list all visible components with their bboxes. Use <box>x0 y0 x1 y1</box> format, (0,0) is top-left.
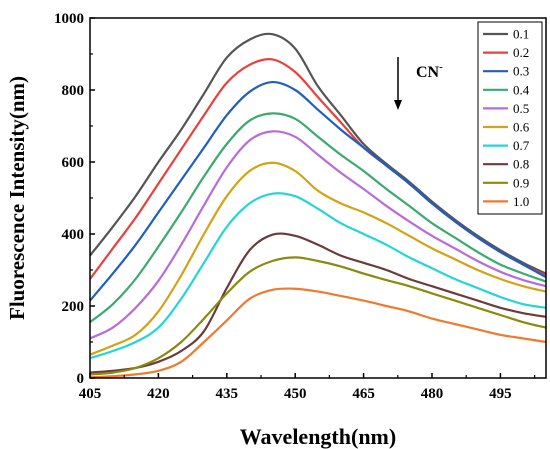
legend-label-1.0: 1.0 <box>513 194 529 209</box>
annotation-superscript: - <box>439 61 443 73</box>
y-tick-label: 800 <box>62 83 85 99</box>
legend-box <box>477 21 543 215</box>
axes-layer: 405 420 435 450 465 480 495 0 200 400 600 800 1000 <box>54 11 536 402</box>
legend-label-0.9: 0.9 <box>513 175 529 190</box>
x-tick-label: 480 <box>421 386 444 402</box>
legend-label-0.5: 0.5 <box>513 101 529 116</box>
legend: 0.1 0.2 0.3 0.4 0.5 0.6 0.7 0.8 0.9 1.0 <box>477 21 543 215</box>
series-line-1.0 <box>89 287 547 379</box>
series-line-0.1 <box>89 32 547 275</box>
y-tick-label: 1000 <box>54 11 84 27</box>
annotation: CN- <box>394 57 443 110</box>
x-tick-label: 450 <box>284 386 307 402</box>
legend-label-0.7: 0.7 <box>513 138 530 153</box>
series-line-0.7 <box>89 192 547 360</box>
legend-label-0.3: 0.3 <box>513 64 529 79</box>
series-line-0.4 <box>89 112 547 324</box>
x-tick-label: 435 <box>216 386 239 402</box>
y-tick-label: 600 <box>62 155 85 171</box>
x-tick-label: 420 <box>147 386 170 402</box>
legend-label-0.8: 0.8 <box>513 157 529 172</box>
annotation-label: CN- <box>416 61 443 81</box>
series-layer <box>89 32 547 379</box>
down-arrow-icon <box>394 100 402 110</box>
x-tick-label: 465 <box>352 386 375 402</box>
x-tick-label: 495 <box>489 386 512 402</box>
legend-label-0.6: 0.6 <box>513 120 530 135</box>
series-line-0.8 <box>89 232 547 374</box>
legend-label-0.4: 0.4 <box>513 82 530 97</box>
legend-label-0.2: 0.2 <box>513 45 529 60</box>
series-line-0.5 <box>89 130 547 340</box>
y-tick-label: 400 <box>62 227 85 243</box>
y-tick-label: 0 <box>77 371 85 387</box>
x-axis-title: Wavelength(nm) <box>240 424 396 449</box>
y-axis-title: Fluorescence Intensity(nm) <box>5 76 29 320</box>
y-tick-label: 200 <box>62 299 85 315</box>
legend-label-0.1: 0.1 <box>513 27 529 42</box>
series-line-0.9 <box>89 256 547 376</box>
x-tick-label: 405 <box>79 386 102 402</box>
series-line-0.6 <box>89 161 547 356</box>
series-line-0.3 <box>89 80 547 302</box>
